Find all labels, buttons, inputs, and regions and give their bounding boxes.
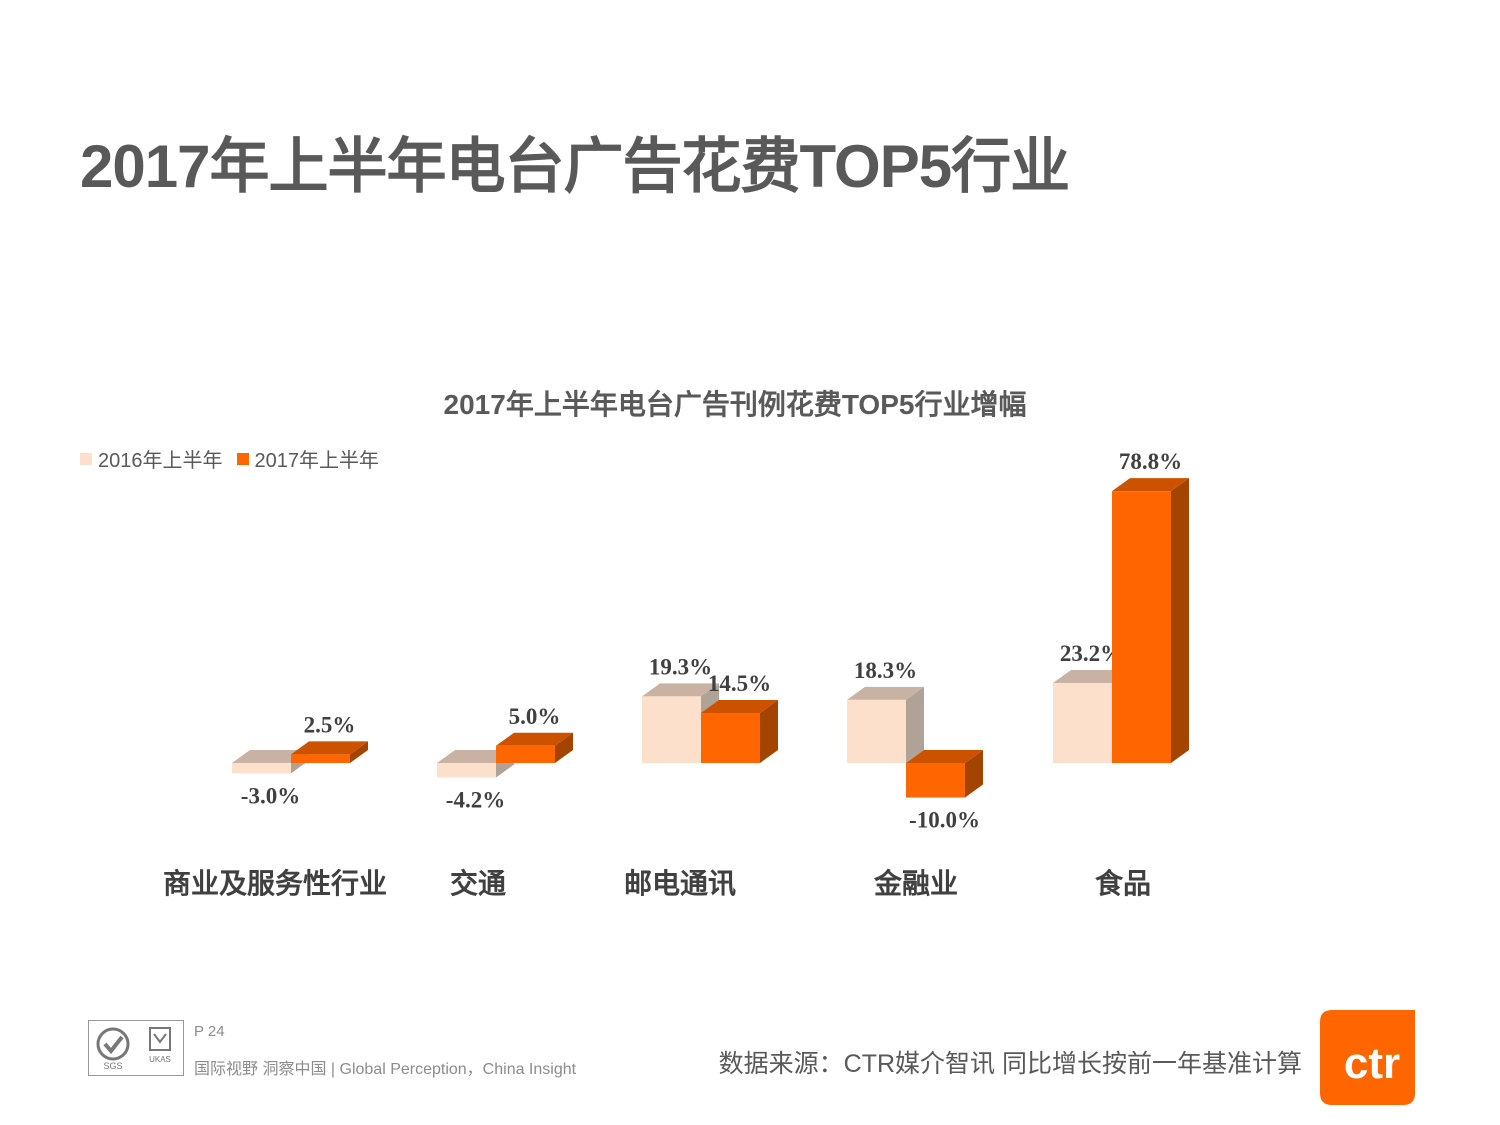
legend-item-2017: 2017年上半年 xyxy=(236,444,380,473)
bar-top-2016-1 xyxy=(437,750,514,763)
data-label-2017-1: 5.0% xyxy=(509,704,561,729)
legend-swatch-2016 xyxy=(80,452,92,465)
category-label-4: 食品 xyxy=(1095,867,1151,899)
ukas-icon: UKAS xyxy=(148,1027,171,1064)
bar-top-2017-2 xyxy=(701,699,778,713)
category-label-0: 商业及服务性行业 xyxy=(163,867,387,899)
bar-2016-2 xyxy=(642,696,701,763)
bar-2016-1 xyxy=(437,763,496,778)
bar-2017-0 xyxy=(291,754,350,763)
ctr-logo-shape xyxy=(1320,1010,1415,1105)
chart-title: 2017年上半年电台广告刊例花费TOP5行业增幅 xyxy=(443,389,1027,420)
bar-top-2016-3 xyxy=(847,686,924,700)
ctr-logo-text: ctr xyxy=(1344,1039,1400,1088)
bar-chart: -3.0% 2.5% 商业及服务性行业 -4.2% 5.0% 交通 19.3%14.5% 邮电… xyxy=(163,449,1189,899)
bar-top-2016-0 xyxy=(232,750,309,763)
sgs-icon: SGS xyxy=(96,1027,129,1071)
ctr-logo: ctr xyxy=(1320,1010,1415,1105)
category-label-1: 交通 xyxy=(450,867,506,899)
ukas-text: UKAS xyxy=(149,1055,171,1064)
bar-side-2017-3 xyxy=(965,750,983,798)
ukas-mark: UKAS xyxy=(136,1021,183,1075)
bar-2017-1 xyxy=(496,745,555,763)
data-label-2017-4: 78.8% xyxy=(1119,449,1182,474)
page-number: P 24 xyxy=(194,1023,225,1040)
bar-top-2016-2 xyxy=(642,683,719,697)
certification-logo: SGS UKAS xyxy=(88,1020,184,1076)
sgs-mark: SGS xyxy=(89,1021,136,1075)
bar-2016-0 xyxy=(232,763,291,774)
bar-side-2017-4 xyxy=(1171,478,1189,763)
bar-2017-4 xyxy=(1112,491,1171,763)
chart-legend: 2016年上半年 2017年上半年 xyxy=(80,444,393,473)
source-note: 数据来源：CTR媒介智讯 同比增长按前一年基准计算 xyxy=(718,1050,1302,1078)
bar-2016-3 xyxy=(847,699,906,763)
bar-top-2016-4 xyxy=(1053,669,1130,683)
legend-item-2016: 2016年上半年 xyxy=(80,444,223,473)
data-label-2017-3: -10.0% xyxy=(909,808,980,833)
data-label-2017-0: 2.5% xyxy=(304,712,356,737)
bar-side-2016-3 xyxy=(906,686,924,763)
bar-top-2017-1 xyxy=(496,732,573,746)
category-label-3: 金融业 xyxy=(873,867,958,899)
bar-top-2017-3 xyxy=(906,750,983,763)
page-title: 2017年上半年电台广告花费TOP5行业 xyxy=(80,133,1070,200)
bar-2017-2 xyxy=(701,712,760,763)
legend-swatch-2017 xyxy=(236,452,249,465)
data-label-2016-1: -4.2% xyxy=(446,787,505,812)
legend-label-2017: 2017年上半年 xyxy=(254,450,380,472)
data-label-2016-0: -3.0% xyxy=(241,783,300,808)
legend-label-2016: 2016年上半年 xyxy=(98,450,223,472)
sgs-text: SGS xyxy=(103,1061,122,1071)
category-label-2: 邮电通讯 xyxy=(624,868,736,899)
bar-top-2017-4 xyxy=(1112,478,1189,492)
bar-side-2017-0 xyxy=(350,741,368,763)
data-label-2016-3: 18.3% xyxy=(854,658,917,683)
data-label-2017-2: 14.5% xyxy=(708,671,771,696)
bar-side-2017-2 xyxy=(760,699,778,763)
footer-slogan: 国际视野 洞察中国 | Global Perception，China Insi… xyxy=(194,1061,577,1078)
bar-2016-4 xyxy=(1053,682,1112,763)
data-label-2016-2: 19.3% xyxy=(649,654,712,679)
bar-side-2017-1 xyxy=(555,732,573,763)
bar-top-2017-0 xyxy=(291,741,368,755)
bar-2017-3 xyxy=(906,763,965,798)
